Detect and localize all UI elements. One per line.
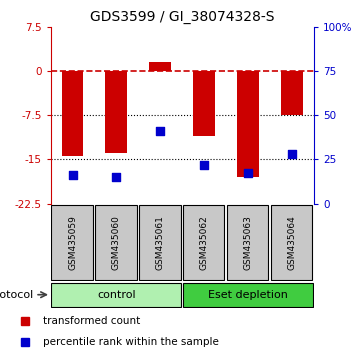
Text: GSM435059: GSM435059	[68, 215, 77, 270]
Point	[70, 172, 75, 178]
Text: Eset depletion: Eset depletion	[208, 290, 288, 300]
Text: transformed count: transformed count	[43, 316, 140, 326]
FancyBboxPatch shape	[139, 205, 180, 280]
FancyBboxPatch shape	[227, 205, 268, 280]
Bar	[281, 71, 303, 115]
Point	[245, 171, 251, 176]
Text: control: control	[97, 290, 136, 300]
Bar	[237, 71, 259, 177]
Bar	[61, 71, 83, 156]
Text: percentile rank within the sample: percentile rank within the sample	[43, 337, 219, 348]
Text: GSM435061: GSM435061	[156, 215, 165, 270]
FancyBboxPatch shape	[51, 283, 182, 307]
FancyBboxPatch shape	[183, 283, 313, 307]
Text: GSM435064: GSM435064	[288, 215, 297, 270]
Point	[113, 174, 119, 180]
FancyBboxPatch shape	[271, 205, 312, 280]
Point	[201, 162, 207, 167]
Text: GSM435060: GSM435060	[112, 215, 121, 270]
Text: protocol: protocol	[0, 290, 33, 300]
Bar	[149, 62, 171, 71]
Title: GDS3599 / GI_38074328-S: GDS3599 / GI_38074328-S	[90, 10, 275, 24]
Text: GSM435063: GSM435063	[244, 215, 253, 270]
Bar	[193, 71, 215, 136]
FancyBboxPatch shape	[183, 205, 225, 280]
Text: GSM435062: GSM435062	[200, 215, 209, 270]
FancyBboxPatch shape	[51, 205, 93, 280]
Bar	[105, 71, 127, 153]
Point	[289, 151, 295, 157]
Point	[157, 128, 163, 134]
FancyBboxPatch shape	[95, 205, 136, 280]
